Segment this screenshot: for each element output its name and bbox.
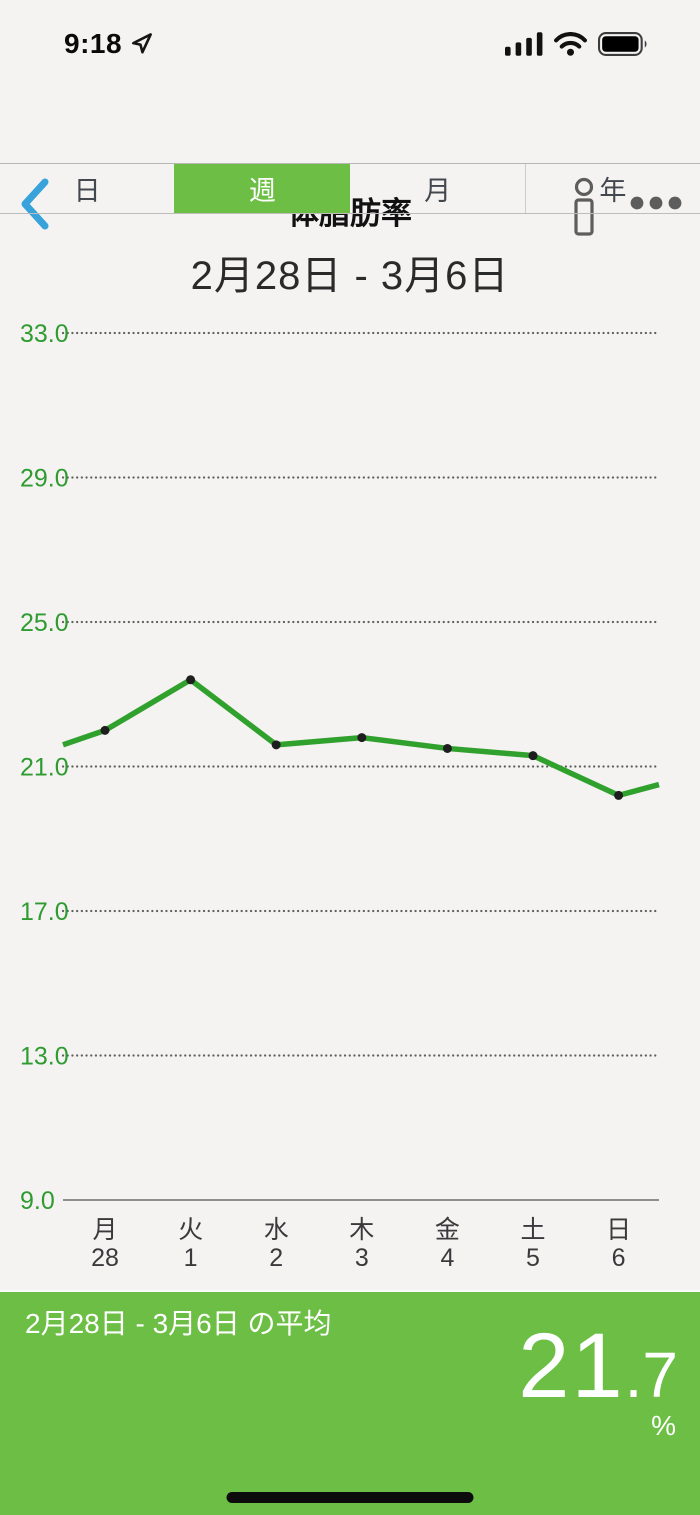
x-tick-date-label: 1: [184, 1244, 198, 1272]
period-title: 2月28日 - 3月6日: [190, 254, 510, 298]
nav-bar: 体脂肪率: [0, 85, 700, 236]
profile-info-icon: [574, 177, 594, 236]
tab-week[interactable]: 週: [174, 164, 350, 213]
data-point: [271, 740, 281, 750]
x-tick-date-label: 4: [440, 1244, 454, 1272]
period-segmented-control: 日 週 月 年: [0, 163, 700, 214]
status-time: 9:18: [64, 28, 123, 59]
x-tick-day-label: 月: [92, 1216, 117, 1244]
x-tick-date-label: 6: [612, 1244, 626, 1272]
data-point: [186, 675, 196, 685]
back-chevron-icon: [21, 178, 49, 230]
more-button[interactable]: [628, 190, 684, 216]
tab-day[interactable]: 日: [73, 176, 101, 206]
data-point: [357, 733, 367, 743]
x-tick-date-label: 3: [355, 1244, 369, 1272]
average-value-decimal: .7: [624, 1339, 678, 1411]
data-point: [528, 751, 538, 761]
x-tick-date-label: 28: [91, 1244, 119, 1272]
body-fat-line-chart: 33.0 29.0 25.0 21.0 17.0 13.0 9.0 月28 火1 水2 木3 金4 土5…: [20, 320, 661, 1272]
y-tick-label: 9.0: [20, 1187, 55, 1215]
home-indicator[interactable]: [226, 1492, 474, 1503]
profile-info-button[interactable]: [571, 177, 597, 237]
average-unit: %: [651, 1410, 676, 1441]
location-icon: [132, 33, 153, 54]
status-left: 9:18: [64, 28, 155, 60]
cellular-signal-icon: [505, 32, 543, 56]
back-button[interactable]: [18, 177, 52, 231]
tab-month[interactable]: 月: [424, 176, 452, 206]
x-tick-date-label: 5: [526, 1244, 540, 1272]
data-point: [442, 743, 452, 753]
y-tick-label: 33.0: [20, 320, 69, 348]
y-tick-label: 21.0: [20, 754, 69, 782]
data-point: [100, 725, 110, 735]
data-point: [614, 790, 624, 800]
battery-icon: [598, 32, 647, 56]
ellipsis-icon: [630, 196, 682, 210]
x-tick-day-label: 木: [349, 1216, 374, 1244]
status-bar: 9:18: [0, 0, 700, 62]
y-tick-label: 25.0: [20, 609, 69, 637]
y-tick-label: 17.0: [20, 898, 69, 926]
status-right: [505, 32, 650, 56]
x-tick-day-label: 金: [435, 1216, 460, 1244]
separator: [0, 1290, 700, 1292]
y-tick-label: 29.0: [20, 465, 69, 493]
average-summary-panel: 2月28日 - 3月6日 の平均 21 .7 %: [0, 1292, 700, 1515]
tab-year[interactable]: 年: [524, 164, 700, 213]
average-label: 2月28日 - 3月6日 の平均: [25, 1308, 332, 1339]
average-value: 21 .7: [518, 1320, 678, 1412]
wifi-icon: [554, 32, 587, 56]
x-tick-date-label: 2: [269, 1244, 283, 1272]
x-tick-day-label: 水: [264, 1216, 289, 1244]
average-value-integer: 21: [518, 1315, 625, 1417]
y-tick-label: 13.0: [20, 1043, 69, 1071]
x-tick-day-label: 土: [520, 1216, 545, 1244]
x-tick-day-label: 日: [606, 1216, 631, 1244]
x-tick-day-label: 火: [178, 1216, 203, 1244]
